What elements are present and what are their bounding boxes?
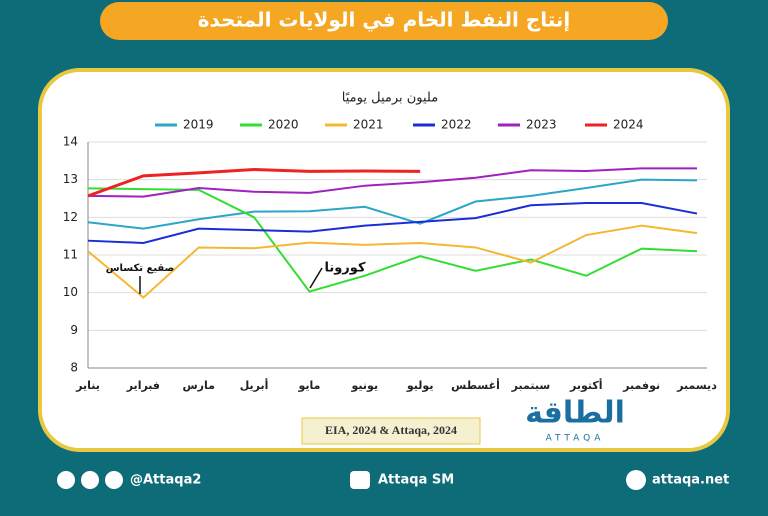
y-tick-label: 14	[63, 135, 78, 149]
legend-label: 2024	[613, 118, 644, 132]
annotation: صقيع تكساس	[106, 263, 175, 274]
icon	[350, 471, 370, 489]
footer: @Attaqa2 Attaqa SM attaqa.net	[57, 470, 729, 490]
x-tick-label: مايو	[297, 379, 320, 392]
title-banner	[100, 2, 668, 40]
footer-social: @Attaqa2	[130, 473, 201, 488]
footer-youtube: Attaqa SM	[378, 473, 454, 488]
series-line	[87, 167, 697, 198]
panel	[38, 68, 730, 452]
legend-label: 2023	[526, 118, 557, 132]
y-tick-label: 12	[63, 210, 78, 224]
icon	[57, 471, 75, 489]
source-box	[301, 417, 481, 445]
series-line	[87, 224, 698, 299]
icon	[626, 470, 646, 490]
legend-label: 2021	[353, 118, 384, 132]
icon	[105, 471, 123, 489]
source: EIA, 2024 & Attaqa, 2024	[325, 423, 457, 437]
icon	[81, 471, 99, 489]
logo-text: الطاقة	[525, 396, 625, 431]
x-tick-label: أكتوبر	[569, 378, 603, 392]
y-tick-label: 13	[63, 172, 78, 186]
logo-latin: ATTAQA	[546, 434, 605, 444]
x-tick-label: أبريل	[240, 378, 269, 392]
x-tick-label: سبتمبر	[511, 379, 551, 392]
legend-label: 2020	[268, 118, 299, 132]
series-line	[87, 202, 698, 244]
y-tick-label: 8	[70, 361, 78, 375]
footer-website: attaqa.net	[652, 473, 729, 488]
y-tick-label: 11	[63, 248, 78, 262]
annotation: كورونا	[324, 261, 365, 276]
x-tick-label: نوفمبر	[622, 379, 660, 392]
x-tick-label: يونيو	[351, 379, 379, 392]
x-tick-label: يناير	[75, 379, 100, 392]
x-tick-label: أغسطس	[451, 378, 500, 392]
x-tick-label: فبراير	[126, 379, 160, 392]
series-line	[87, 178, 698, 230]
chart-title: إنتاج النفط الخام في الولايات المتحدة	[198, 8, 571, 33]
series-line	[87, 167, 421, 198]
x-tick-label: مارس	[183, 379, 215, 392]
y-tick-label: 10	[63, 285, 78, 299]
y-tick-label: 9	[70, 323, 78, 337]
x-tick-label: ديسمبر	[676, 379, 717, 392]
x-tick-label: يوليو	[406, 379, 434, 392]
annotation-arrow	[309, 267, 323, 289]
legend-label: 2019	[183, 118, 214, 132]
legend-label: 2022	[441, 118, 472, 132]
y-axis-label: مليون برميل يوميًا	[342, 91, 438, 106]
